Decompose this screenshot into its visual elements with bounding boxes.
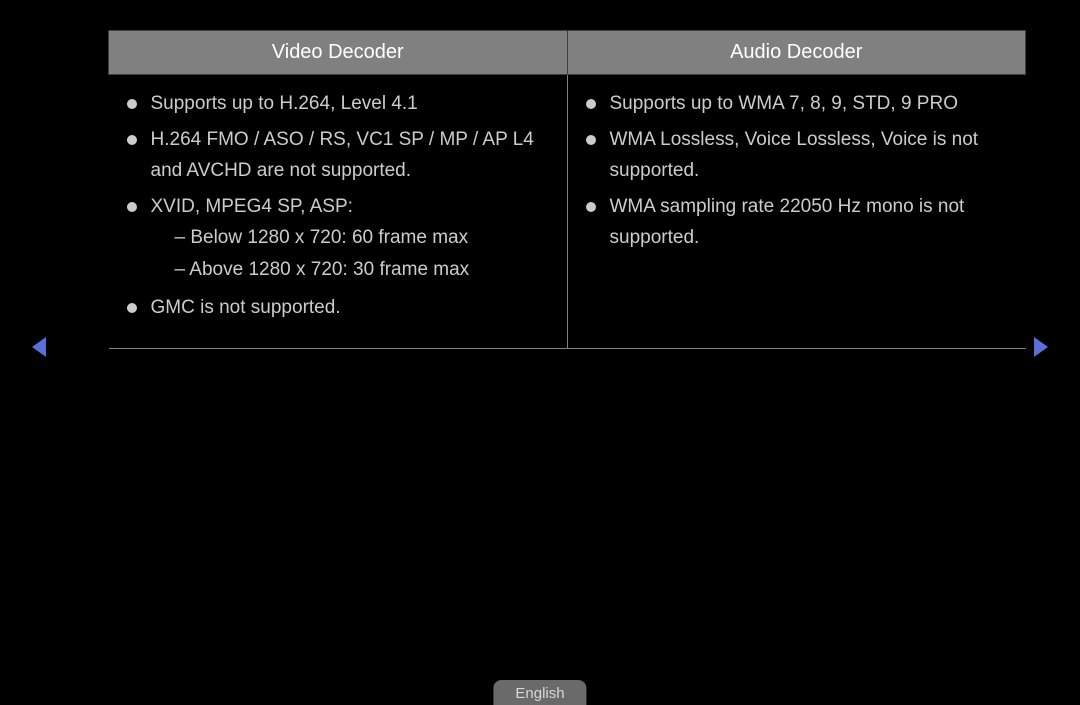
list-item: H.264 FMO / ASO / RS, VC1 SP / MP / AP L… bbox=[127, 125, 549, 186]
video-item-1: Supports up to H.264, Level 4.1 bbox=[151, 89, 549, 119]
list-item: WMA sampling rate 22050 Hz mono is not s… bbox=[586, 192, 1008, 253]
bullet-icon bbox=[127, 202, 137, 212]
bullet-icon bbox=[127, 135, 137, 145]
video-decoder-cell: Supports up to H.264, Level 4.1 H.264 FM… bbox=[109, 75, 568, 349]
decoder-spec-panel: Video Decoder Audio Decoder Supports up … bbox=[108, 30, 1026, 349]
audio-item-3: WMA sampling rate 22050 Hz mono is not s… bbox=[610, 192, 1008, 253]
video-item-3: XVID, MPEG4 SP, ASP: bbox=[151, 192, 549, 222]
video-decoder-header: Video Decoder bbox=[109, 31, 568, 75]
list-item: Supports up to H.264, Level 4.1 bbox=[127, 89, 549, 119]
video-item-4: GMC is not supported. bbox=[151, 293, 549, 323]
bullet-icon bbox=[586, 202, 596, 212]
audio-item-2: WMA Lossless, Voice Lossless, Voice is n… bbox=[610, 125, 1008, 186]
decoder-table: Video Decoder Audio Decoder Supports up … bbox=[108, 30, 1026, 349]
video-item-3-sub1: – Below 1280 x 720: 60 frame max bbox=[175, 223, 549, 253]
language-indicator[interactable]: English bbox=[493, 680, 586, 705]
video-item-2: H.264 FMO / ASO / RS, VC1 SP / MP / AP L… bbox=[151, 125, 549, 186]
language-label: English bbox=[515, 685, 564, 702]
list-item: Supports up to WMA 7, 8, 9, STD, 9 PRO bbox=[586, 89, 1008, 119]
audio-decoder-header: Audio Decoder bbox=[567, 31, 1026, 75]
list-item: GMC is not supported. bbox=[127, 293, 549, 323]
arrow-left-icon bbox=[30, 335, 48, 359]
previous-page-button[interactable] bbox=[30, 335, 48, 364]
bullet-icon bbox=[127, 303, 137, 313]
bullet-icon bbox=[127, 99, 137, 109]
audio-item-1: Supports up to WMA 7, 8, 9, STD, 9 PRO bbox=[610, 89, 1008, 119]
list-item: XVID, MPEG4 SP, ASP: – Below 1280 x 720:… bbox=[127, 192, 549, 287]
video-item-3-sub2: – Above 1280 x 720: 30 frame max bbox=[175, 255, 549, 285]
list-item: WMA Lossless, Voice Lossless, Voice is n… bbox=[586, 125, 1008, 186]
bullet-icon bbox=[586, 99, 596, 109]
arrow-right-icon bbox=[1032, 335, 1050, 359]
audio-decoder-cell: Supports up to WMA 7, 8, 9, STD, 9 PRO W… bbox=[567, 75, 1026, 349]
next-page-button[interactable] bbox=[1032, 335, 1050, 364]
bullet-icon bbox=[586, 135, 596, 145]
